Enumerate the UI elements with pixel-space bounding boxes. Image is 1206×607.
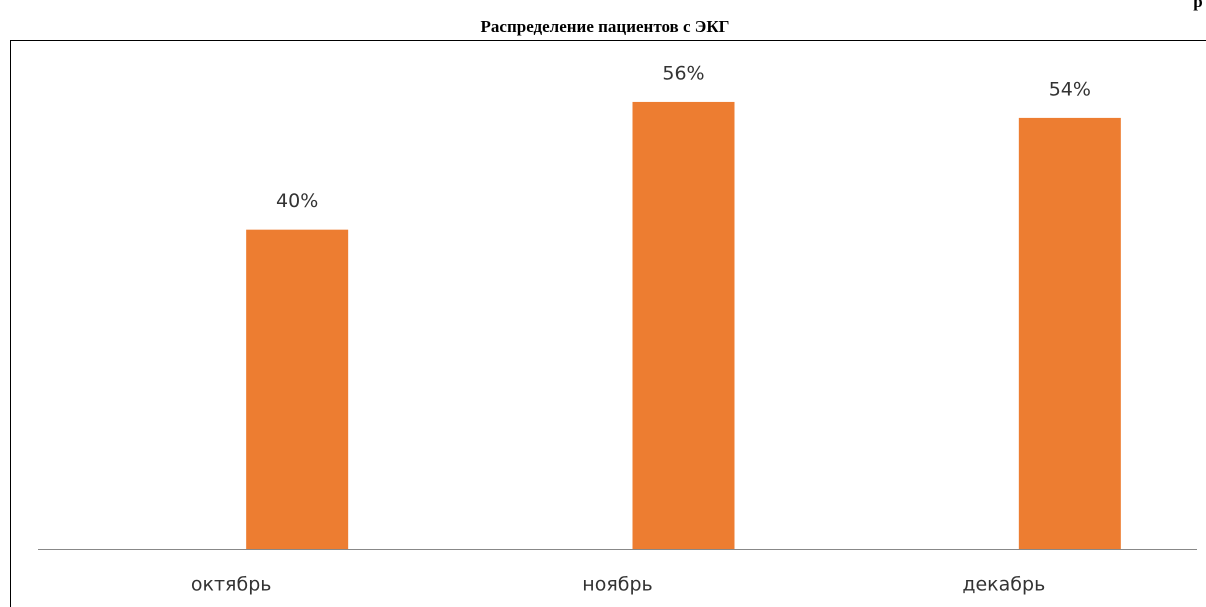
data-label: 56% [662,62,704,84]
corner-text: р [1193,0,1202,11]
chart-title: Распределение пациентов с ЭКГ [481,17,730,36]
data-label: 40% [276,190,318,212]
x-tick-label: декабрь [962,574,1045,596]
bar [246,229,349,549]
bar [1018,117,1121,550]
bar [632,101,735,549]
data-label: 54% [1049,78,1091,100]
x-tick-label: октябрь [191,574,272,596]
x-tick-label: ноябрь [582,574,652,596]
